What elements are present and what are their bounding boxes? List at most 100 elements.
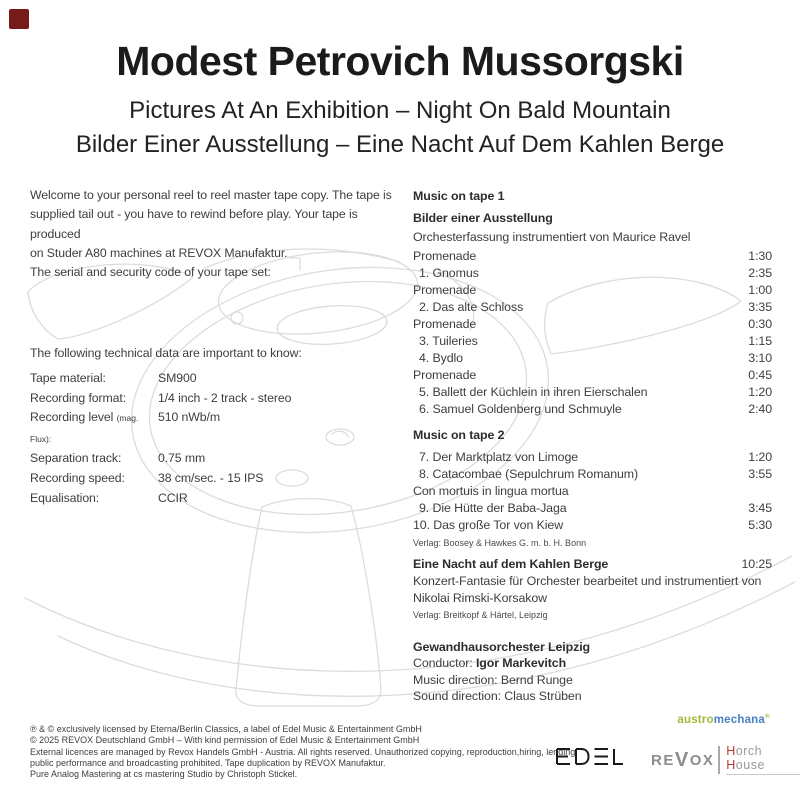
welcome-line: Welcome to your personal reel to reel ma…: [30, 188, 392, 202]
music-direction-line: Music direction: Bernd Runge: [413, 672, 573, 687]
spec-label: Equalisation:: [30, 490, 100, 505]
austromechana-part2: mechana: [713, 713, 765, 726]
austromechana-part1: austro: [677, 713, 714, 726]
track-row: 3. Tuileries 1:15: [413, 333, 772, 350]
sound-direction-line: Sound direction: Claus Strüben: [413, 688, 582, 703]
spec-value: SM900: [158, 371, 197, 385]
track-time: 3:35: [748, 300, 772, 314]
legal-text: ℗ & © exclusively licensed by Eterna/Ber…: [30, 724, 578, 780]
track-name: 8. Catacombae (Sepulchrum Romanum): [419, 467, 639, 481]
work1-title: Bilder einer Ausstellung: [413, 211, 553, 225]
track-row: 7. Der Marktplatz von Limoge 1:20: [413, 449, 772, 466]
austromechana-logo: austromechana®: [677, 713, 770, 726]
track-listing: Music on tape 1 Bilder einer Ausstellung…: [413, 188, 772, 704]
corner-marker: [9, 9, 29, 29]
track-time: 3:45: [748, 501, 772, 515]
title-block: Modest Petrovich Mussorgski Pictures At …: [0, 38, 800, 162]
spec-row: Equalisation: CCIR: [30, 489, 408, 509]
track-row: Con mortuis in lingua mortua: [413, 483, 772, 500]
track-time: 3:55: [748, 467, 772, 481]
tape2-track-list: 7. Der Marktplatz von Limoge 1:20 8. Catac…: [413, 449, 772, 534]
subtitle-german: Bilder Einer Ausstellung – Eine Nacht Au…: [75, 131, 725, 158]
spec-label: Recording format:: [30, 390, 127, 405]
track-time: 1:20: [748, 450, 772, 464]
horch-house-logo-text: Horch House: [726, 744, 800, 776]
track-time: 1:20: [748, 385, 772, 399]
track-name: 9. Die Hütte der Baba-Jaga: [419, 501, 567, 515]
page-title: Modest Petrovich Mussorgski: [116, 38, 684, 84]
work2-row: Eine Nacht auf dem Kahlen Berge 10:25: [413, 556, 772, 573]
conductor-line: Conductor: Igor Markevitch: [413, 655, 772, 671]
spec-value: CCIR: [158, 490, 188, 505]
credits-block: Gewandhausorchester Leipzig Conductor: I…: [413, 639, 772, 704]
track-time: 1:15: [748, 334, 772, 348]
tech-intro: The following technical data are importa…: [30, 346, 302, 360]
edel-logo-icon: [556, 748, 623, 765]
track-name: Con mortuis in lingua mortua: [413, 484, 569, 498]
track-row: Promenade 0:45: [413, 367, 772, 384]
revox-horchhouse-logo: REVOX Horch House: [651, 744, 800, 776]
subtitle-english: Pictures At An Exhibition – Night On Bal…: [129, 97, 671, 124]
track-row: 1. Gnomus 2:35: [413, 265, 772, 282]
revox-logo-text: REVOX: [651, 749, 715, 771]
spec-row: Recording speed: 38 cm/sec. - 15 IPS: [30, 469, 408, 489]
serial-code-line: The serial and security code of your tap…: [30, 265, 271, 280]
conductor-label: Conductor:: [413, 656, 476, 671]
logo-divider: [718, 746, 721, 774]
spec-value: 1/4 inch - 2 track - stereo: [158, 390, 292, 405]
track-row: 8. Catacombae (Sepulchrum Romanum) 3:55: [413, 466, 772, 483]
spec-label: Separation track:: [30, 451, 122, 466]
publisher-note-2: Verlag: Breitkopf & Härtel, Leipzig: [413, 610, 548, 620]
work2-title: Eine Nacht auf dem Kahlen Berge: [413, 557, 609, 571]
track-name: 3. Tuileries: [419, 334, 478, 348]
track-time: 1:00: [748, 283, 772, 297]
track-name: 6. Samuel Goldenberg und Schmuyle: [419, 402, 622, 416]
welcome-line: supplied tail out - you have to rewind b…: [30, 207, 358, 241]
track-row: 4. Bydlo 3:10: [413, 350, 772, 367]
track-name: 7. Der Marktplatz von Limoge: [419, 450, 579, 464]
tape1-header: Music on tape 1: [413, 189, 505, 203]
technical-data-section: The following technical data are importa…: [30, 345, 408, 508]
track-name: 10. Das große Tor von Kiew: [413, 518, 564, 532]
work1-subtitle: Orchesterfassung instrumentiert von Maur…: [413, 230, 691, 244]
track-time: 0:45: [748, 368, 772, 382]
track-row: Promenade 0:30: [413, 316, 772, 333]
tape1-track-list: Promenade 1:30 1. Gnomus 2:35 Promenade 1:00 2…: [413, 248, 772, 418]
spec-value: 0.75 mm: [158, 451, 206, 466]
conductor-name: Igor Markevitch: [475, 656, 567, 671]
spec-row: Recording level (mag. Flux): 510 nWb/m: [30, 408, 408, 449]
registered-mark-icon: ®: [765, 713, 770, 720]
spec-row: Separation track: 0.75 mm: [30, 449, 408, 469]
track-name: Promenade: [413, 249, 477, 263]
legal-line: Pure Analog Mastering at cs mastering St…: [30, 769, 298, 780]
edel-logo: [554, 747, 624, 771]
spec-table: Tape material: SM900 Recording format: 1/4 …: [30, 369, 408, 508]
spec-row: Tape material: SM900: [30, 369, 408, 389]
track-time: 3:10: [748, 351, 772, 365]
spec-label-small: (mag. Flux):: [30, 413, 139, 444]
legal-line: ℗ & © exclusively licensed by Eterna/Ber…: [30, 724, 422, 734]
track-time: 2:35: [748, 266, 772, 280]
track-name: Promenade: [413, 283, 477, 297]
work2-subtitle-1: Konzert-Fantasie für Orchester bearbeite…: [413, 574, 762, 588]
spec-row: Recording format: 1/4 inch - 2 track - st…: [30, 389, 408, 409]
track-row: 10. Das große Tor von Kiew 5:30: [413, 517, 772, 534]
track-row: 2. Das alte Schloss 3:35: [413, 299, 772, 316]
spec-label: Recording level (mag. Flux):: [30, 410, 139, 444]
work2-time: 10:25: [741, 557, 772, 571]
track-row: Promenade 1:30: [413, 248, 772, 265]
spec-value: 38 cm/sec. - 15 IPS: [158, 470, 264, 485]
welcome-section: Welcome to your personal reel to reel ma…: [30, 186, 408, 282]
track-row: 9. Die Hütte der Baba-Jaga 3:45: [413, 500, 772, 517]
track-name: 5. Ballett der Küchlein in ihren Eiersch…: [419, 385, 648, 399]
track-name: Promenade: [413, 368, 477, 382]
track-name: Promenade: [413, 317, 477, 331]
spec-value: 510 nWb/m: [158, 410, 220, 425]
track-row: 5. Ballett der Küchlein in ihren Eiersch…: [413, 384, 772, 401]
track-name: 1. Gnomus: [419, 266, 479, 280]
tape2-header: Music on tape 2: [413, 428, 505, 442]
track-row: Promenade 1:00: [413, 282, 772, 299]
track-time: 5:30: [748, 518, 772, 532]
track-time: 0:30: [748, 317, 772, 331]
